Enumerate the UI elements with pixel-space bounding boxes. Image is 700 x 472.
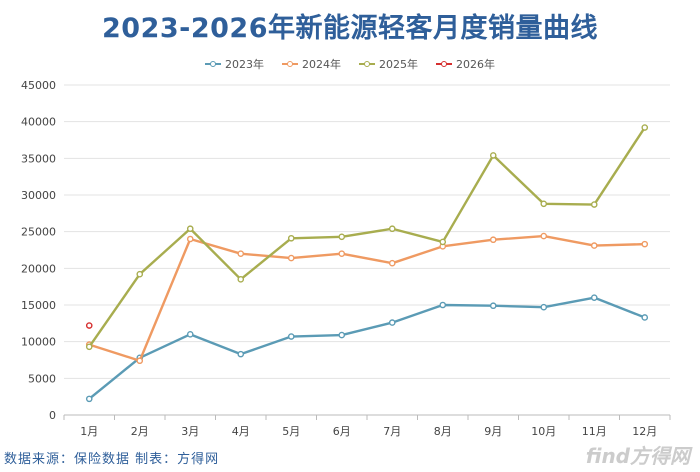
legend-label-2023: 2023年 [225, 58, 264, 71]
data-point-2024年 [590, 242, 598, 249]
x-tick-label: 11月 [582, 425, 607, 438]
data-point-2024年 [287, 254, 295, 262]
data-point-2023年 [540, 303, 548, 311]
legend: 2023年 2024年 2025年 2026年 [0, 56, 700, 72]
x-tick-label: 7月 [383, 425, 401, 438]
y-tick-label: 0 [49, 409, 56, 422]
series-line-2023年 [88, 296, 646, 400]
y-tick-label: 10000 [21, 336, 56, 349]
chart-title: 2023-2026年新能源轻客月度销量曲线 [102, 13, 598, 44]
data-point-2025年 [388, 225, 396, 233]
data-point-2023年 [287, 333, 295, 340]
data-point-2023年 [388, 319, 396, 326]
data-point-2023年 [338, 331, 346, 339]
watermark-logo: find方得网 [585, 444, 690, 468]
data-point-2024年 [388, 259, 396, 267]
data-point-2023年 [85, 395, 93, 403]
data-point-2024年 [641, 240, 649, 248]
legend-item-2023[interactable]: 2023年 [205, 56, 264, 72]
x-tick-label: 5月 [282, 425, 300, 438]
series-line-2025年 [88, 126, 646, 348]
data-point-2024年 [186, 235, 194, 243]
x-tick-label: 2月 [131, 425, 149, 438]
y-tick-label: 30000 [21, 189, 56, 202]
y-tick-label: 40000 [21, 116, 56, 129]
data-point-2025年 [590, 201, 598, 208]
y-tick-label: 45000 [21, 79, 56, 92]
data-point-2025年 [136, 270, 144, 278]
data-point-2026年 [85, 322, 93, 329]
x-tick-label: 8月 [434, 425, 452, 438]
x-tick-label: 3月 [181, 425, 199, 438]
y-tick-label: 35000 [21, 152, 56, 165]
y-tick-label: 15000 [21, 299, 56, 312]
legend-item-2025[interactable]: 2025年 [359, 56, 418, 72]
x-tick-label: 6月 [333, 425, 351, 438]
data-point-2025年 [186, 225, 194, 233]
data-point-2024年 [540, 232, 548, 240]
legend-item-2024[interactable]: 2024年 [282, 56, 341, 72]
data-point-2023年 [489, 302, 497, 310]
data-point-2025年 [489, 152, 497, 159]
legend-label-2026: 2026年 [456, 58, 495, 71]
data-point-2025年 [540, 200, 548, 208]
x-tick-label: 9月 [484, 425, 502, 438]
x-tick-label: 10月 [531, 425, 556, 438]
data-point-2025年 [85, 343, 93, 351]
data-point-2025年 [237, 276, 245, 283]
y-tick-label: 5000 [28, 372, 56, 385]
data-point-2025年 [287, 234, 295, 242]
data-point-2025年 [338, 233, 346, 241]
data-point-2023年 [237, 350, 245, 358]
data-point-2025年 [641, 124, 649, 131]
y-tick-label: 25000 [21, 226, 56, 239]
legend-label-2024: 2024年 [302, 58, 341, 71]
data-point-2024年 [237, 250, 245, 257]
legend-swatch-2025 [359, 59, 375, 69]
legend-label-2025: 2025年 [379, 58, 418, 71]
data-point-2023年 [641, 314, 649, 321]
x-tick-label: 1月 [80, 425, 98, 438]
series-line-2024年 [88, 234, 645, 362]
legend-swatch-2026 [436, 59, 452, 69]
legend-swatch-2023 [205, 59, 221, 69]
legend-swatch-2024 [282, 59, 298, 69]
data-point-2023年 [590, 294, 598, 301]
x-tick-label: 12月 [632, 425, 657, 438]
source-note: 数据来源：保险数据 制表：方得网 [4, 452, 220, 467]
data-point-2023年 [186, 331, 194, 338]
data-point-2024年 [136, 357, 144, 365]
x-tick-label: 4月 [232, 425, 250, 438]
data-point-2024年 [338, 250, 346, 257]
data-point-2023年 [439, 301, 447, 309]
data-point-2025年 [439, 238, 447, 246]
data-point-2024年 [489, 236, 497, 244]
legend-item-2026[interactable]: 2026年 [436, 56, 495, 72]
y-tick-label: 20000 [21, 262, 56, 275]
